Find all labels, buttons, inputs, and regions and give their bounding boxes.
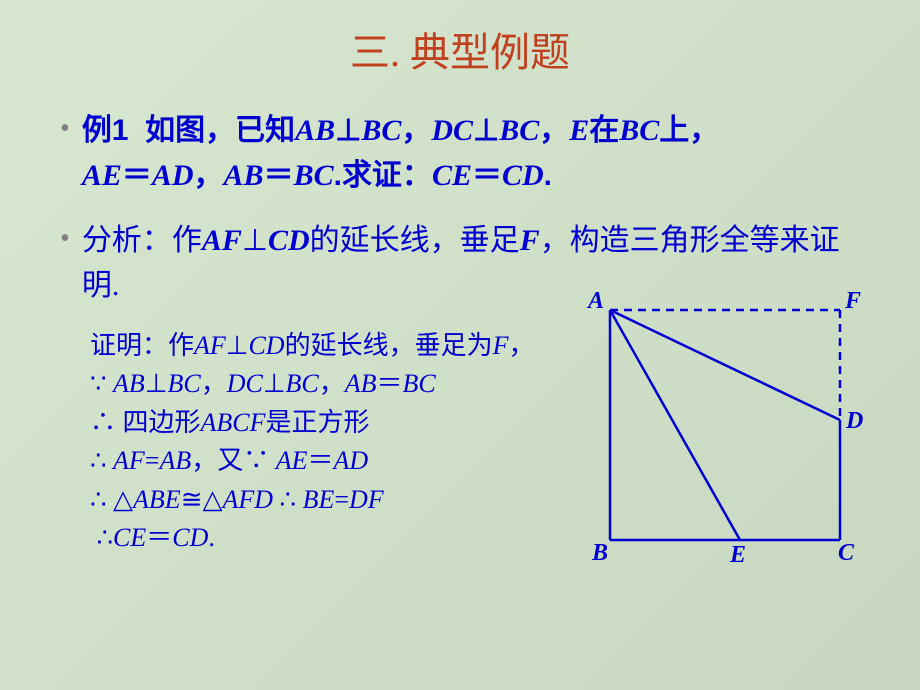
var-ad: AD: [152, 159, 194, 192]
perp-icon: ⊥: [145, 369, 168, 398]
var: AF: [194, 331, 226, 360]
txt: ，: [401, 114, 431, 147]
var: BC: [167, 369, 200, 398]
var: AF: [113, 446, 145, 475]
var-cd: CD: [502, 159, 544, 192]
var: AB: [345, 369, 377, 398]
label-e: E: [730, 542, 746, 569]
var-ce: CE: [432, 159, 472, 192]
var: ABE: [133, 485, 181, 514]
txt: .: [208, 523, 215, 552]
txt: 上，: [659, 114, 719, 147]
problem-label: 例1: [82, 114, 129, 147]
label-d: D: [846, 408, 863, 435]
triangle-icon: △: [203, 485, 223, 514]
eq-icon: ＝: [264, 159, 294, 192]
perp-icon: ⊥: [473, 114, 499, 147]
var: AE: [276, 446, 308, 475]
perp-icon: ⊥: [263, 369, 286, 398]
congruent-icon: ≅: [181, 485, 203, 514]
analysis-label: 分析：: [82, 224, 172, 257]
txt: 是正方形: [266, 408, 370, 437]
txt: .: [112, 269, 120, 302]
var-bc: BC: [619, 114, 659, 147]
because-icon: ∵: [90, 369, 113, 398]
var: DF: [349, 485, 384, 514]
eq-icon: ＝: [308, 446, 334, 475]
var: CE: [113, 523, 146, 552]
eq-icon: ＝: [377, 369, 403, 398]
var: CD: [248, 331, 284, 360]
var: DC: [227, 369, 263, 398]
var-ae: AE: [82, 159, 122, 192]
label-f: F: [845, 288, 861, 315]
var: BC: [286, 369, 319, 398]
var-ab: AB: [295, 114, 335, 147]
figure-svg: [580, 290, 860, 570]
var-ab: AB: [224, 159, 264, 192]
txt: 的延长线，垂足: [310, 224, 520, 257]
txt: ，: [539, 114, 569, 147]
geometry-figure: A F B C E D: [580, 290, 860, 570]
label-b: B: [592, 540, 608, 567]
var: AFD: [223, 485, 274, 514]
therefore-icon: ∴ 四边形: [90, 408, 201, 437]
perp-icon: ⊥: [242, 224, 268, 257]
txt: 证明：作: [90, 331, 194, 360]
var: AD: [334, 446, 369, 475]
section-title: 三. 典型例题: [0, 0, 920, 78]
txt: 在: [589, 114, 619, 147]
var-bc: BC: [294, 159, 334, 192]
label-a: A: [588, 288, 604, 315]
txt: ，: [319, 369, 345, 398]
txt: ，: [508, 331, 534, 360]
txt: 作: [172, 224, 202, 257]
perp-icon: ⊥: [335, 114, 361, 147]
bullet-icon: •: [60, 108, 70, 150]
var-cd: CD: [268, 224, 310, 257]
var: ABCF: [201, 408, 266, 437]
therefore-icon: ∴: [90, 446, 113, 475]
var-dc: DC: [431, 114, 473, 147]
eq-icon: =: [145, 446, 160, 475]
var-f: F: [520, 224, 540, 257]
txt: ，: [201, 369, 227, 398]
label-c: C: [838, 540, 854, 567]
perp-icon: ⊥: [226, 331, 249, 360]
var: BE: [303, 485, 335, 514]
therefore-icon: ∴: [273, 485, 303, 514]
txt: .: [544, 159, 552, 192]
prove-label: 求证：: [342, 159, 432, 192]
therefore-icon: ∴: [97, 523, 114, 552]
txt: ，: [194, 159, 224, 192]
var: F: [493, 331, 509, 360]
eq-icon: ＝: [122, 159, 152, 192]
txt: .: [334, 159, 342, 192]
eq-icon: ＝: [146, 523, 172, 552]
var: CD: [172, 523, 208, 552]
var-bc: BC: [361, 114, 401, 147]
txt: 的延长线，垂足为: [285, 331, 493, 360]
txt: 如图，已知: [145, 114, 295, 147]
eq-icon: =: [334, 485, 349, 514]
var-bc: BC: [499, 114, 539, 147]
var: BC: [403, 369, 436, 398]
bullet-icon: •: [60, 218, 70, 260]
txt: ，又∵: [191, 446, 276, 475]
var: AB: [159, 446, 191, 475]
var-e: E: [569, 114, 589, 147]
problem-block: • 例1 如图，已知AB⊥BC，DC⊥BC，E在BC上， AE＝AD，AB＝BC…: [60, 108, 860, 198]
var: AB: [113, 369, 145, 398]
problem-text: 例1 如图，已知AB⊥BC，DC⊥BC，E在BC上， AE＝AD，AB＝BC.求…: [82, 108, 719, 198]
eq-icon: ＝: [472, 159, 502, 192]
var-af: AF: [202, 224, 242, 257]
therefore-icon: ∴ △: [90, 485, 133, 514]
